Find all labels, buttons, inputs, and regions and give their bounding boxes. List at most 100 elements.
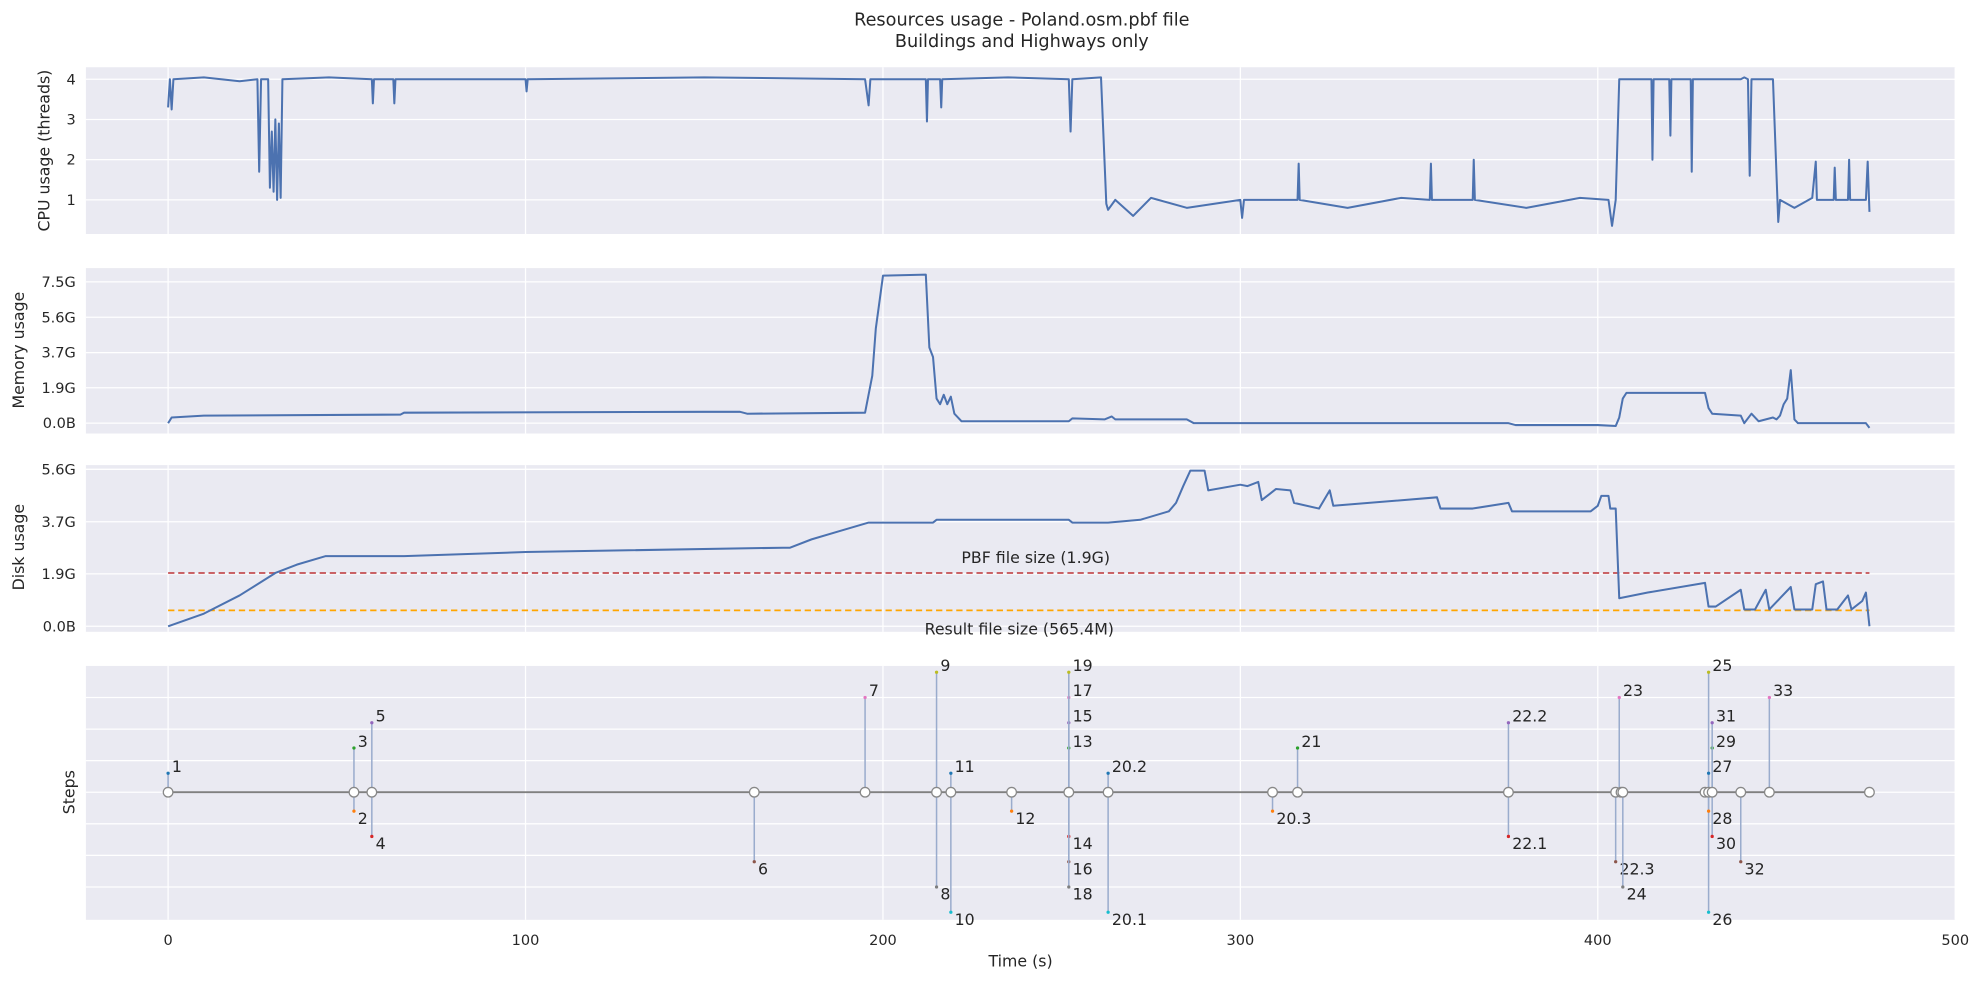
x-tick-label: 400 bbox=[1584, 933, 1612, 949]
memory-panel: 0.0B 1.9G 3.7G 5.6G 7.5G bbox=[41, 268, 1956, 434]
disk-plot-area bbox=[85, 465, 1956, 632]
step-label: 31 bbox=[1716, 707, 1736, 726]
memory-y-tick-label: 3.7G bbox=[41, 346, 75, 362]
disk-usage-line bbox=[167, 469, 1871, 628]
step-stem-tip bbox=[1706, 771, 1711, 775]
step-label: 10 bbox=[955, 910, 975, 929]
step-label: 23 bbox=[1623, 681, 1643, 700]
cpu-panel: 1 2 3 4 bbox=[67, 67, 1956, 234]
step-stem-tip bbox=[1270, 809, 1275, 813]
step-label: 1 bbox=[172, 757, 182, 776]
step-label: 16 bbox=[1073, 859, 1093, 878]
step-marker bbox=[1267, 786, 1278, 798]
cpu-y-label: CPU usage (threads) bbox=[34, 70, 53, 232]
step-label: 33 bbox=[1773, 681, 1793, 700]
step-stem-tip bbox=[352, 746, 356, 750]
step-label: 13 bbox=[1073, 732, 1093, 751]
memory-usage-line bbox=[167, 273, 1871, 429]
steps-y-label: Steps bbox=[60, 770, 79, 814]
step-label: 12 bbox=[1015, 809, 1035, 828]
step-marker bbox=[348, 786, 360, 798]
memory-y-tick-label: 0.0B bbox=[43, 416, 76, 432]
step-stem-tip bbox=[370, 834, 374, 839]
step-stem-tip bbox=[1506, 721, 1511, 725]
step-label: 22.1 bbox=[1512, 834, 1547, 853]
step-stem-tip bbox=[1706, 910, 1711, 914]
step-stem-tip bbox=[1067, 885, 1071, 889]
step-label: 30 bbox=[1716, 834, 1736, 853]
step-marker bbox=[1063, 786, 1075, 798]
disk-y-tick-label: 0.0B bbox=[43, 619, 76, 635]
step-label: 24 bbox=[1627, 885, 1647, 904]
step-marker bbox=[1617, 786, 1629, 798]
step-label: 5 bbox=[376, 707, 386, 726]
x-tick-label: 0 bbox=[163, 933, 172, 949]
step-label: 22.2 bbox=[1512, 707, 1547, 726]
step-stem-tip bbox=[949, 910, 953, 914]
pbf-file-size-label: PBF file size (1.9G) bbox=[961, 548, 1110, 567]
step-stem-tip bbox=[949, 771, 953, 775]
step-label: 20.3 bbox=[1276, 809, 1311, 828]
step-marker bbox=[931, 786, 942, 798]
step-label: 27 bbox=[1712, 757, 1732, 776]
step-label: 21 bbox=[1301, 732, 1321, 751]
cpu-y-tick-label: 1 bbox=[67, 193, 76, 209]
step-label: 3 bbox=[358, 732, 368, 751]
x-tick-label: 300 bbox=[1227, 933, 1255, 949]
step-stem-tip bbox=[1739, 860, 1743, 864]
step-stem-tip bbox=[752, 860, 756, 864]
memory-y-tick-label: 5.6G bbox=[41, 310, 75, 326]
step-stem-tip bbox=[1106, 910, 1110, 914]
steps-panel: 1234567891011121314151617181920.120.220.… bbox=[85, 656, 1956, 929]
step-marker bbox=[1735, 786, 1747, 798]
disk-panel: 0.0B 1.9G 3.7G 5.6G PBF file size (1.9G) Resu… bbox=[41, 462, 1956, 638]
memory-y-label: Memory usage bbox=[9, 292, 28, 409]
step-stem-tip bbox=[1621, 885, 1625, 889]
cpu-y-tick-label: 2 bbox=[67, 153, 76, 169]
step-stem-tip bbox=[1710, 834, 1714, 839]
x-axis-ticks: 0 100 200 300 400 500 bbox=[163, 933, 1969, 949]
step-marker bbox=[1006, 786, 1018, 798]
step-stem-tip bbox=[166, 771, 170, 775]
step-marker bbox=[1503, 786, 1514, 798]
step-label: 20.2 bbox=[1112, 757, 1147, 776]
memory-plot-area bbox=[85, 268, 1956, 434]
memory-y-tick-label: 1.9G bbox=[41, 381, 75, 397]
step-stem-tip bbox=[370, 721, 374, 725]
step-stem-tip bbox=[863, 695, 867, 700]
x-tick-label: 100 bbox=[512, 933, 540, 949]
step-label: 22.3 bbox=[1619, 859, 1654, 878]
step-label: 14 bbox=[1073, 834, 1093, 853]
step-marker bbox=[748, 786, 760, 798]
step-label: 4 bbox=[376, 834, 386, 853]
step-label: 29 bbox=[1716, 732, 1736, 751]
step-stem-tip bbox=[934, 885, 939, 889]
figure-title: Resources usage - Poland.osm.pbf file bbox=[854, 11, 1189, 31]
disk-y-tick-label: 5.6G bbox=[41, 462, 75, 478]
step-label: 20.1 bbox=[1112, 910, 1147, 929]
step-stem-tip bbox=[1617, 695, 1621, 700]
step-marker bbox=[162, 786, 174, 798]
step-stem-tip bbox=[1009, 809, 1014, 813]
step-label: 15 bbox=[1073, 707, 1093, 726]
disk-y-label: Disk usage bbox=[9, 504, 28, 590]
step-label: 18 bbox=[1073, 885, 1093, 904]
x-axis-label: Time (s) bbox=[987, 952, 1052, 971]
step-label: 26 bbox=[1712, 910, 1732, 929]
step-stem-tip bbox=[1506, 834, 1511, 839]
step-label: 2 bbox=[358, 809, 368, 828]
result-file-size-label: Result file size (565.4M) bbox=[925, 619, 1114, 638]
step-stem-tip bbox=[934, 670, 939, 674]
cpu-y-tick-label: 4 bbox=[67, 72, 76, 88]
step-stem-tip bbox=[1710, 721, 1714, 725]
step-marker bbox=[859, 786, 871, 798]
step-label: 6 bbox=[758, 859, 768, 878]
step-stem-tip bbox=[1067, 670, 1071, 674]
disk-y-tick-label: 3.7G bbox=[41, 515, 75, 531]
step-stem-tip bbox=[1706, 670, 1711, 674]
memory-y-tick-label: 7.5G bbox=[41, 275, 75, 291]
disk-y-tick-label: 1.9G bbox=[41, 567, 75, 583]
step-stem-tip bbox=[1295, 746, 1300, 750]
step-label: 8 bbox=[940, 885, 950, 904]
